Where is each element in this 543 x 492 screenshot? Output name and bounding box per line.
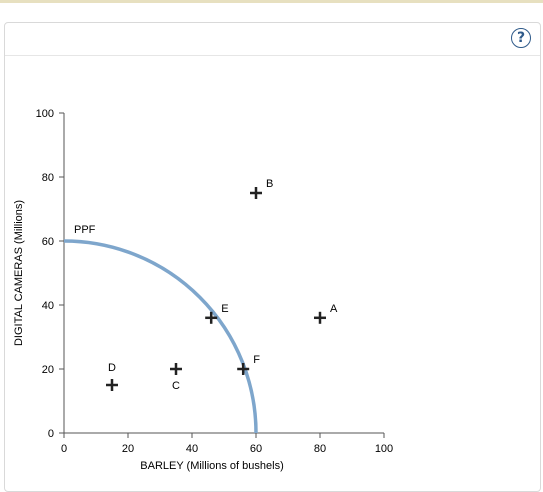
x-tick-label: 80 (314, 443, 326, 455)
point-label: E (221, 303, 228, 315)
y-tick-label: 100 (36, 108, 54, 120)
question-panel: ? (4, 22, 541, 492)
point-d: D (106, 362, 118, 391)
top-accent-bar (0, 0, 543, 3)
x-tick-label: 20 (122, 443, 134, 455)
x-tick-label: 40 (186, 443, 198, 455)
point-f: F (237, 354, 260, 375)
chart-axes: 0 20 40 60 80 100 0 20 40 60 80 100 (36, 108, 394, 455)
point-c: C (170, 363, 182, 392)
x-tick-label: 100 (375, 443, 393, 455)
y-axis-title: DIGITAL CAMERAS (Millions) (13, 200, 25, 346)
x-tick-label: 0 (61, 443, 67, 455)
x-tick-label: 60 (250, 443, 262, 455)
point-e: E (205, 303, 229, 324)
x-axis-title: BARLEY (Millions of bushels) (140, 460, 283, 472)
point-b: B (250, 178, 273, 199)
panel-header: ? (5, 23, 540, 56)
y-tick-label: 40 (42, 300, 54, 312)
point-label: B (266, 178, 273, 190)
point-label: F (253, 354, 260, 366)
points-layer: A B C D E F (106, 178, 338, 392)
point-a: A (314, 303, 338, 324)
point-label: A (330, 303, 338, 315)
ppf-curve (63, 239, 258, 434)
help-button[interactable]: ? (511, 28, 531, 48)
point-label: D (108, 362, 116, 374)
y-tick-label: 0 (48, 428, 54, 440)
y-tick-label: 60 (42, 236, 54, 248)
ppf-layer (63, 239, 258, 434)
point-label: C (172, 380, 180, 392)
y-tick-label: 20 (42, 364, 54, 376)
y-tick-label: 80 (42, 172, 54, 184)
ppf-label: PPF (74, 224, 96, 236)
